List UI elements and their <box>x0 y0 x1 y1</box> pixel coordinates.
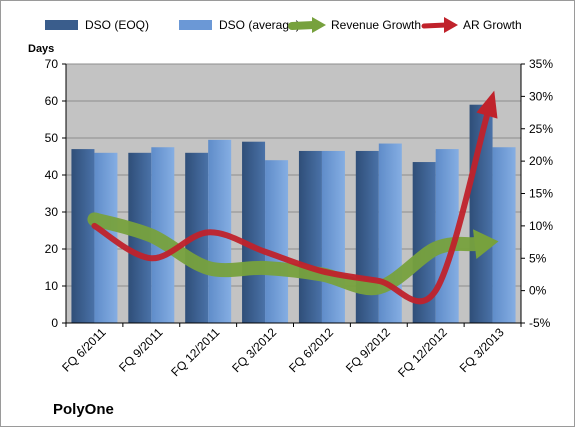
y2-tick-label: 20% <box>529 154 553 168</box>
legend-swatch <box>179 20 212 30</box>
x-tick-label: FQ 12/2011 <box>168 325 222 379</box>
legend-arrowhead <box>444 17 458 33</box>
y-tick-label: 30 <box>45 205 59 219</box>
y2-tick-label: 10% <box>529 219 553 233</box>
x-tick-label: FQ 6/2011 <box>59 325 109 375</box>
bar-dso-average <box>379 144 402 323</box>
y2-tick-label: 30% <box>529 89 553 103</box>
x-tick-label: FQ 3/2012 <box>229 325 279 375</box>
y-axis-title: Days <box>28 43 54 55</box>
company-name: PolyOne <box>53 401 114 418</box>
y2-tick-label: 35% <box>529 57 553 71</box>
y-tick-label: 40 <box>45 168 59 182</box>
bar-dso-eoq <box>242 142 265 323</box>
legend-label: DSO (average) <box>219 18 300 32</box>
y-tick-label: 60 <box>45 94 59 108</box>
y2-tick-label: 25% <box>529 122 553 136</box>
legend-arrow-line <box>424 25 446 26</box>
legend-swatch <box>45 20 78 30</box>
y-tick-label: 70 <box>45 57 59 71</box>
bar-dso-average <box>493 147 516 323</box>
bar-dso-average <box>265 160 288 323</box>
legend-label: Revenue Growth <box>331 18 421 32</box>
y2-tick-label: 15% <box>529 187 553 201</box>
x-tick-label: FQ 6/2012 <box>286 325 336 375</box>
x-tick-label: FQ 12/2012 <box>395 325 450 380</box>
legend-arrowhead <box>312 17 326 33</box>
bar-dso-eoq <box>356 151 379 323</box>
y2-tick-label: -5% <box>529 316 551 330</box>
y-tick-label: 50 <box>45 131 59 145</box>
y-tick-label: 20 <box>45 242 59 256</box>
x-tick-label: FQ 9/2011 <box>116 325 166 375</box>
legend-label: AR Growth <box>463 18 522 32</box>
bar-dso-average <box>322 151 345 323</box>
legend-arrow-line <box>292 25 314 26</box>
y-tick-label: 0 <box>51 316 58 330</box>
legend: DSO (EOQ) DSO (average) Revenue Growth AR G… <box>45 17 522 33</box>
legend-label: DSO (EOQ) <box>85 18 149 32</box>
y-tick-label: 10 <box>45 279 59 293</box>
y2-tick-label: 0% <box>529 284 547 298</box>
x-tick-label: FQ 9/2012 <box>343 325 393 375</box>
y2-tick-label: 5% <box>529 251 547 265</box>
x-tick-label: FQ 3/2013 <box>457 325 507 375</box>
bar-dso-eoq <box>71 149 94 323</box>
bar-dso-eoq <box>299 151 322 323</box>
